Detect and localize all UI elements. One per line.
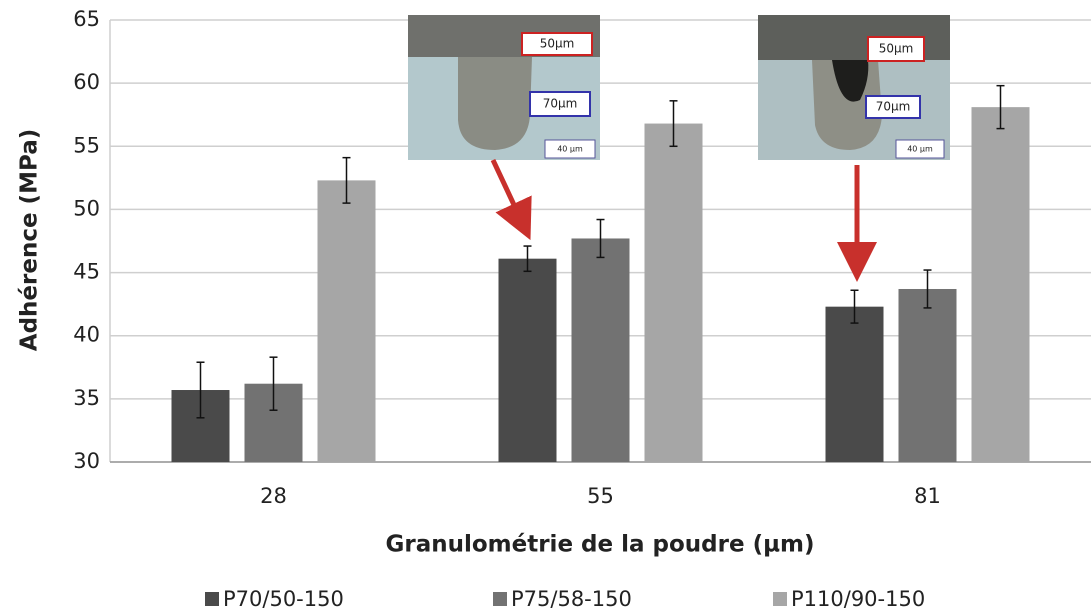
error-bar (596, 218, 605, 259)
scale-box (895, 139, 945, 159)
bar (498, 258, 557, 462)
scale-label: 40 µm (907, 145, 933, 154)
inset-label: 50µm (879, 42, 914, 56)
error-bar (196, 361, 205, 419)
x-tick-label: 81 (914, 484, 941, 508)
error-bar (523, 245, 532, 273)
y-tick-label: 30 (73, 449, 100, 473)
legend-swatch (493, 592, 507, 606)
legend-label: P70/50-150 (223, 587, 344, 611)
error-bar (923, 269, 932, 309)
bar (571, 238, 630, 462)
pore (458, 57, 532, 150)
y-tick-label: 35 (73, 386, 100, 410)
error-bar (269, 356, 278, 411)
scale-label: 40 µm (557, 145, 583, 154)
y-tick-label: 65 (73, 7, 100, 31)
legend-label: P75/58-150 (511, 587, 632, 611)
error-bar (996, 84, 1005, 130)
label-box (521, 32, 593, 56)
inset-label: 50µm (540, 37, 575, 51)
bar (644, 123, 703, 462)
void (832, 60, 869, 102)
x-tick-label: 55 (587, 484, 614, 508)
arrow (490, 158, 532, 241)
label-box (529, 91, 591, 117)
inset-label: 70µm (876, 100, 911, 114)
y-tick-label: 50 (73, 196, 100, 220)
bar (317, 180, 376, 462)
x-tick-label: 28 (260, 484, 287, 508)
scale-box (544, 139, 596, 159)
label-box (867, 36, 925, 62)
y-tick-label: 55 (73, 133, 100, 157)
inset-label: 70µm (543, 97, 578, 111)
error-bar (850, 289, 859, 324)
y-tick-label: 60 (73, 70, 100, 94)
legend-label: P110/90-150 (791, 587, 925, 611)
bar (898, 288, 957, 462)
bar (825, 306, 884, 462)
legend-swatch (773, 592, 787, 606)
error-bar (342, 156, 351, 204)
inset-image: 50µm 70µm 40 µm (758, 15, 950, 160)
inset-image: 50µm 70µm 40 µm (408, 15, 600, 160)
label-box (865, 95, 921, 119)
y-axis-title: Adhérence (MPa) (17, 129, 43, 351)
error-bar (669, 100, 678, 148)
y-tick-label: 45 (73, 260, 100, 284)
legend-swatch (205, 592, 219, 606)
bar (971, 107, 1030, 462)
plot-area: 30 35 40 45 50 55 60 65 28 55 81 P70/50-150 P75/58-1… (73, 7, 1091, 611)
y-tick-label: 40 (73, 323, 100, 347)
x-axis-title: Granulométrie de la poudre (µm) (385, 532, 814, 558)
